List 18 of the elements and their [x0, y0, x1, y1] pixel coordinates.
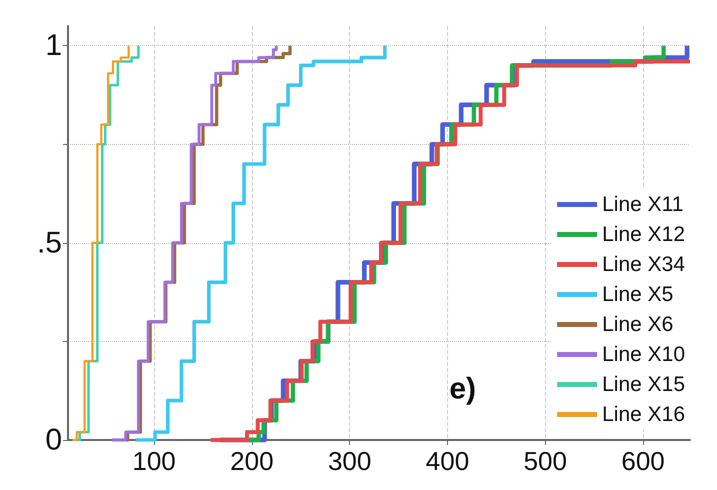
y-tick-label: 0 — [45, 424, 62, 456]
legend-label: Line X6 — [602, 313, 674, 336]
legend-label: Line X5 — [602, 283, 674, 306]
x-tick-label: 600 — [621, 446, 665, 476]
legend-label: Line X16 — [602, 403, 686, 426]
legend-label: Line X10 — [602, 343, 686, 366]
annotation: e) — [449, 372, 476, 406]
y-tick-label: 1 — [45, 29, 62, 62]
legend-label: Line X11 — [602, 193, 684, 216]
x-tick-label: 100 — [132, 446, 176, 476]
legend-label: Line X12 — [602, 223, 686, 246]
y-tick-label: .5 — [36, 226, 62, 260]
x-tick-label: 200 — [230, 446, 274, 476]
legend-label: Line X15 — [602, 373, 686, 396]
x-tick-label: 500 — [524, 446, 567, 476]
legend-label: Line X34 — [602, 253, 686, 276]
x-tick-label: 300 — [328, 446, 372, 476]
x-tick-label: 400 — [426, 446, 470, 476]
